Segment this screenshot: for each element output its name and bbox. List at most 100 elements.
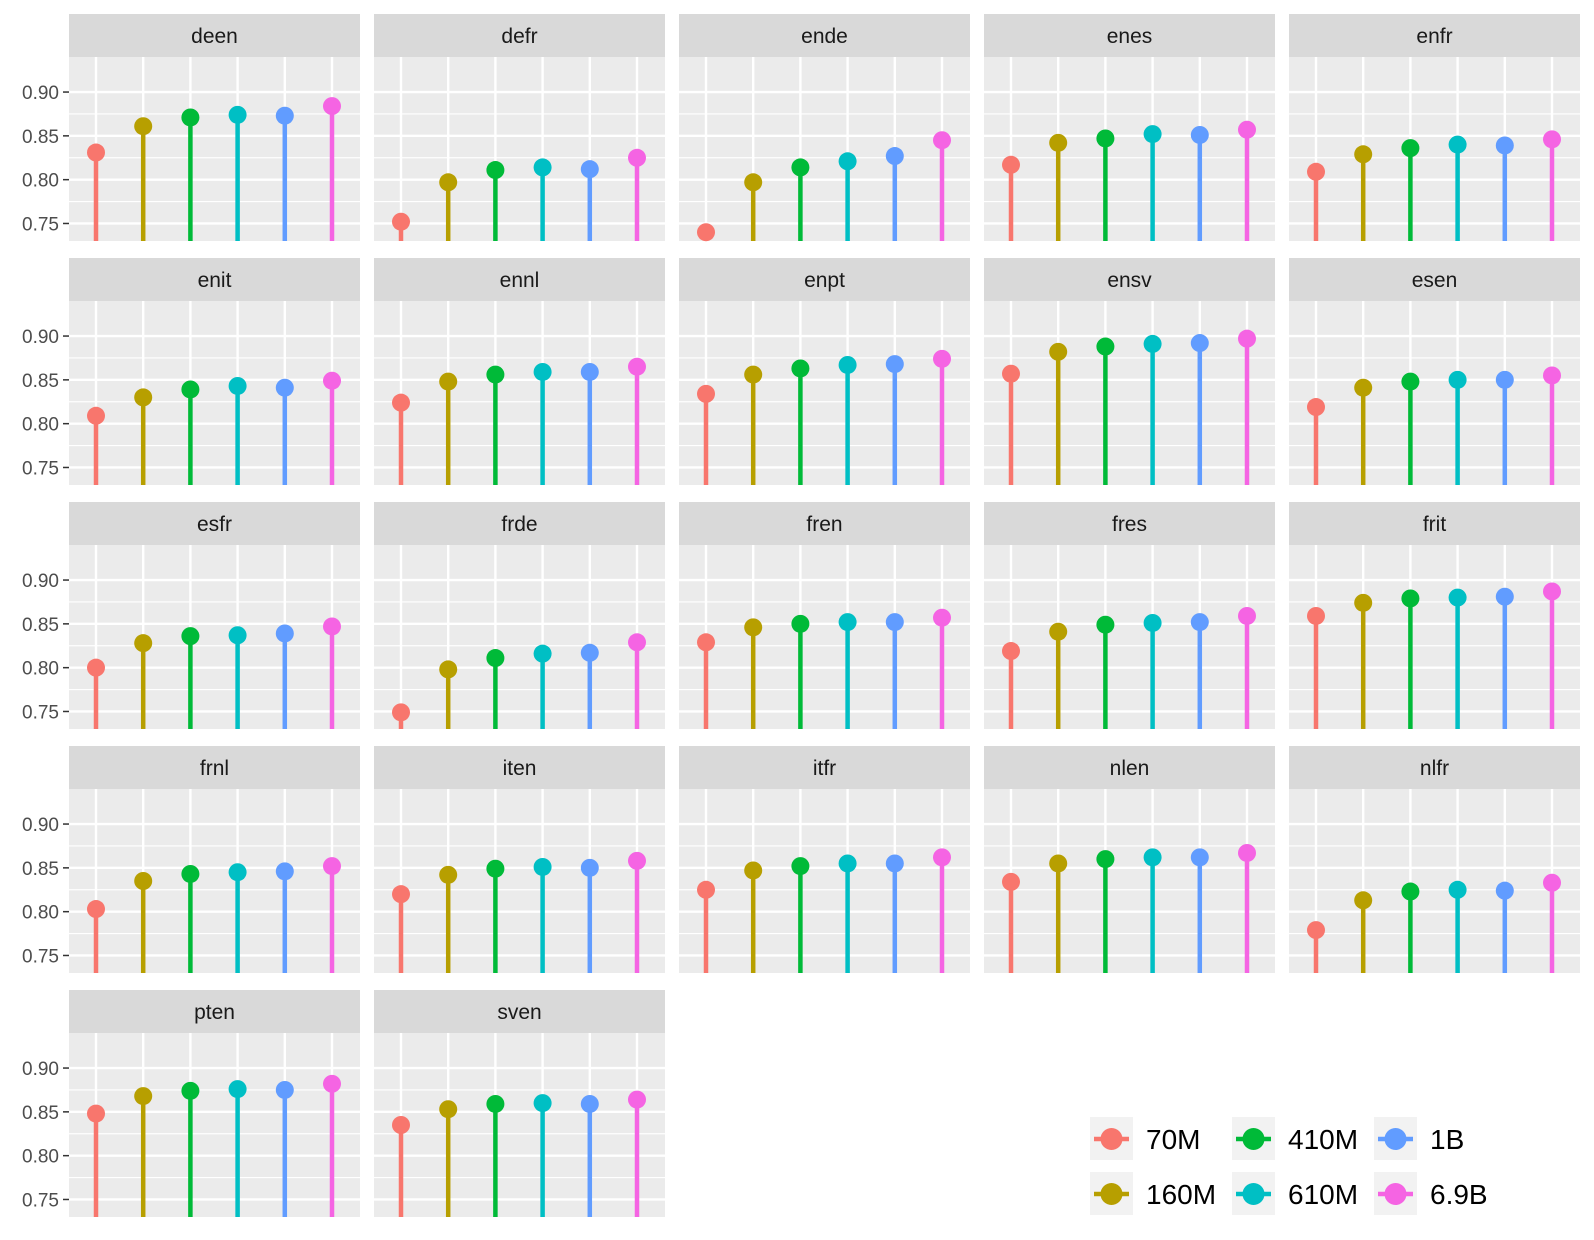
y-tick-label: 0.85 — [22, 371, 59, 392]
facet-strip — [1289, 502, 1580, 545]
lollipop-point — [323, 97, 341, 116]
lollipop-point — [181, 380, 200, 399]
lollipop-point — [838, 355, 857, 374]
lollipop-point — [181, 864, 200, 883]
facet-strip-label: ennl — [500, 269, 540, 292]
lollipop-point — [1543, 130, 1561, 149]
lollipop-point — [1354, 145, 1373, 164]
facet-fren: fren — [679, 502, 970, 729]
legend-label: 70M — [1146, 1124, 1200, 1155]
lollipop-point — [87, 1104, 105, 1123]
lollipop-point — [791, 158, 810, 177]
legend-key-point — [1242, 1128, 1265, 1150]
panel-background — [679, 57, 970, 241]
lollipop-point — [1096, 337, 1115, 356]
lollipop-point — [697, 633, 715, 652]
lollipop-point — [933, 131, 951, 150]
lollipop-point — [628, 1090, 646, 1109]
facet-strip — [1289, 746, 1580, 789]
lollipop-point — [1049, 854, 1068, 873]
facet-strip — [69, 502, 360, 545]
lollipop-point — [1096, 129, 1115, 148]
panel-background — [69, 789, 360, 973]
lollipop-point — [1002, 872, 1020, 891]
facet-strip-label: sven — [497, 1001, 541, 1024]
y-tick-label: 0.90 — [22, 571, 59, 592]
y-tick-label: 0.75 — [22, 214, 59, 235]
lollipop-point — [228, 626, 247, 645]
lollipop-point — [228, 863, 247, 882]
lollipop-point — [1143, 125, 1162, 144]
facet-strip — [984, 258, 1275, 301]
panel-background — [984, 789, 1275, 973]
facet-strip — [374, 258, 665, 301]
lollipop-point — [1495, 370, 1514, 389]
lollipop-point — [1238, 120, 1256, 139]
lollipop-point — [323, 1074, 341, 1093]
panel-background — [374, 1033, 665, 1217]
lollipop-point — [134, 634, 153, 653]
facet-strip-label: frnl — [200, 757, 229, 780]
facet-strip-label: frit — [1423, 513, 1446, 536]
legend: 70M 160M 410M 610M 1B 6.9B — [1090, 1117, 1488, 1215]
y-tick-label: 0.75 — [22, 946, 59, 967]
facet-strip — [1289, 14, 1580, 57]
lollipop-point — [134, 1087, 153, 1106]
lollipop-point — [181, 1081, 200, 1100]
facet-strip — [69, 746, 360, 789]
lollipop-point — [134, 872, 153, 890]
legend-label: 610M — [1288, 1179, 1358, 1210]
lollipop-point — [486, 859, 505, 878]
lollipop-point — [533, 158, 552, 177]
facet-nlfr: nlfr — [1289, 746, 1580, 973]
facet-pten: pten 0.75 0.80 0.85 0.90 — [22, 990, 360, 1217]
facet-strip — [69, 14, 360, 57]
lollipop-point — [628, 148, 646, 167]
panel-background — [69, 545, 360, 729]
facet-ensv: ensv — [984, 258, 1275, 485]
facet-strip — [374, 502, 665, 545]
panel-background — [374, 545, 665, 729]
lollipop-point — [628, 851, 646, 870]
lollipop-point — [533, 644, 552, 663]
lollipop-point — [1002, 364, 1020, 383]
legend-label: 160M — [1146, 1179, 1216, 1210]
facet-deen: deen 0.75 0.80 0.85 0.90 — [22, 14, 360, 241]
legend-item-610M: 610M — [1232, 1172, 1358, 1215]
panel-background — [374, 301, 665, 485]
facet-enit: enit 0.75 0.80 0.85 0.90 — [22, 258, 360, 485]
lollipop-point — [1190, 613, 1209, 632]
lollipop-point — [580, 1094, 599, 1113]
lollipop-point — [1401, 882, 1420, 901]
y-tick-label: 0.85 — [22, 127, 59, 148]
facet-strip — [984, 502, 1275, 545]
lollipop-point — [744, 173, 763, 192]
lollipop-point — [1143, 848, 1162, 867]
lollipop-point — [1401, 139, 1420, 158]
lollipop-point — [791, 614, 810, 633]
lollipop-point — [1543, 582, 1561, 601]
panel-background — [984, 57, 1275, 241]
facet-esen: esen — [1289, 258, 1580, 485]
lollipop-point — [1354, 891, 1373, 910]
lollipop-point — [392, 1116, 410, 1134]
facet-strip — [374, 14, 665, 57]
lollipop-point — [533, 857, 552, 876]
lollipop-point — [275, 1080, 294, 1099]
lollipop-point — [628, 357, 646, 376]
lollipop-point — [1143, 613, 1162, 632]
facet-strip-label: iten — [503, 757, 537, 780]
y-tick-label: 0.80 — [22, 1147, 59, 1168]
lollipop-point — [1096, 850, 1115, 869]
y-tick-label: 0.90 — [22, 1059, 59, 1080]
y-tick-label: 0.90 — [22, 83, 59, 104]
lollipop-point — [1543, 366, 1561, 385]
panel-background — [69, 301, 360, 485]
lollipop-point — [486, 649, 505, 668]
facet-fres: fres — [984, 502, 1275, 729]
y-tick-label: 0.80 — [22, 903, 59, 924]
legend-key-point — [1242, 1183, 1265, 1205]
lollipop-point — [838, 854, 857, 873]
panel-background — [1289, 57, 1580, 241]
